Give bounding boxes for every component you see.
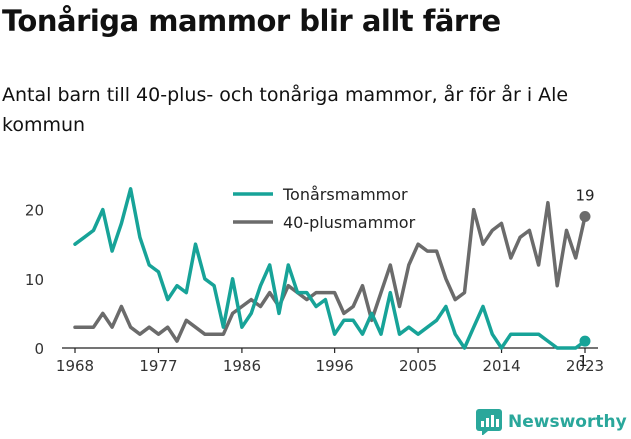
x-tick-label: 2014 [482,357,520,375]
series-line-fortyplus [73,200,587,343]
legend-label: 40-plusmammor [283,213,416,232]
end-label-tonarsmammor: 1 [578,352,588,370]
y-tick-label: 20 [25,202,44,220]
x-tick-label: 2005 [399,357,437,375]
legend-label: Tonårsmammor [282,185,408,204]
end-point-fortyplus [579,211,591,223]
x-tick-label: 1986 [223,357,261,375]
brand-logo: Newsworthy [476,407,627,437]
end-label-fortyplus: 19 [575,187,594,205]
x-tick-label: 1996 [316,357,354,375]
chart-title: Tonåriga mammor blir allt färre [2,4,501,38]
x-tick-label: 1968 [56,357,94,375]
x-tick-label: 1977 [139,357,177,375]
y-tick-label: 0 [34,340,44,358]
newsworthy-icon [476,409,502,435]
y-tick-label: 10 [25,271,44,289]
series-line-tonarsmammor [73,187,587,350]
chart-subtitle: Antal barn till 40-plus- och tonåriga ma… [2,84,569,136]
x-tick-label: 2023 [566,357,604,375]
end-point-tonarsmammor [579,335,591,347]
brand-name: Newsworthy [508,412,627,432]
